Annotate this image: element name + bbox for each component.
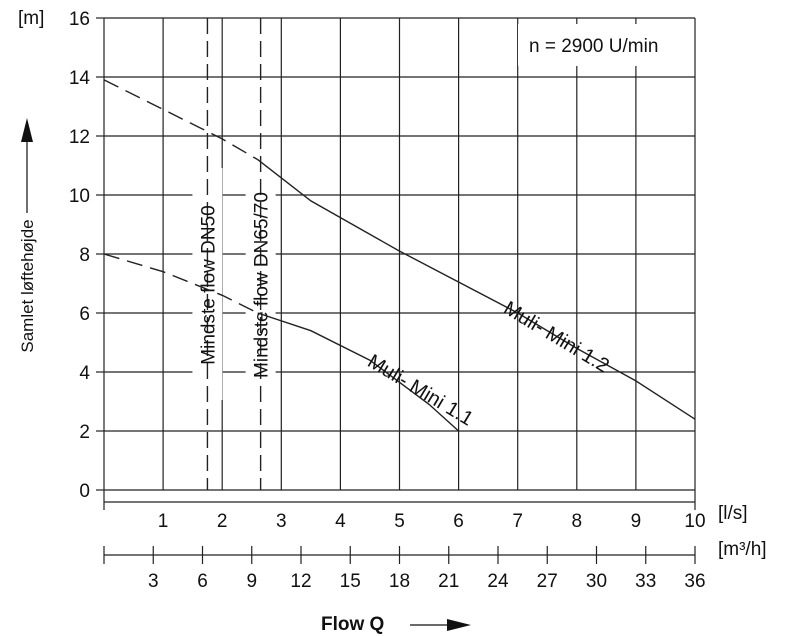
x-tick-label-m3h: 30 — [586, 571, 607, 592]
curve-dashed-section — [103, 79, 259, 161]
x-tick-label-m3h: 9 — [246, 571, 257, 592]
curve-line — [257, 159, 696, 420]
y-tick-label: 12 — [69, 127, 90, 148]
y-axis-arrow-icon — [21, 118, 33, 142]
x-tick-label-m3h: 18 — [389, 571, 410, 592]
y-tick-label: 8 — [79, 245, 90, 266]
y-tick-label: 0 — [79, 481, 90, 502]
y-tick-label: 10 — [69, 186, 90, 207]
y-unit-label: [m] — [18, 8, 44, 29]
min-flow-label: Mindste flow DN50 — [198, 205, 219, 364]
speed-note-box — [518, 24, 694, 66]
min-flow-label: Mindste flow DN65/70 — [252, 192, 273, 378]
x-tick-label-ls: 6 — [453, 511, 464, 532]
x-tick-label-m3h: 24 — [487, 571, 509, 592]
x-tick-label-ls: 3 — [276, 511, 287, 532]
speed-note: n = 2900 U/min — [529, 36, 658, 57]
curve-dashed-section — [103, 253, 259, 314]
x-tick-label-ls: 5 — [394, 511, 405, 532]
x-tick-label-m3h: 27 — [537, 571, 558, 592]
x-tick-label-m3h: 36 — [684, 571, 705, 592]
x-unit-primary: [l/s] — [718, 503, 748, 524]
x-tick-label-ls: 2 — [217, 511, 228, 532]
y-axis-title: Samlet løftehøjde — [18, 219, 37, 352]
y-tick-label: 6 — [79, 304, 90, 325]
x-axis-title: Flow Q — [321, 614, 384, 635]
x-tick-label-ls: 4 — [335, 511, 346, 532]
x-tick-label-m3h: 15 — [340, 571, 361, 592]
min-flow-markers: Mindste flow DN50 Mindste flow DN65/70 — [192, 18, 276, 490]
y-tick-label: 4 — [79, 363, 90, 384]
y-tick-label: 16 — [69, 9, 90, 30]
x-tick-label-ls: 8 — [572, 511, 583, 532]
x-axis-arrow-icon — [447, 619, 471, 631]
x-tick-label-ls: 9 — [631, 511, 642, 532]
y-tick-label: 14 — [69, 68, 91, 89]
x-tick-label-m3h: 33 — [635, 571, 656, 592]
curve-line — [257, 312, 460, 432]
x-tick-label-ls: 7 — [512, 511, 523, 532]
x-unit-secondary: [m³/h] — [718, 539, 767, 560]
x-tick-label-m3h: 6 — [197, 571, 208, 592]
y-tick-label: 2 — [79, 422, 90, 443]
x-tick-label-ls: 10 — [684, 511, 705, 532]
x-tick-label-m3h: 12 — [290, 571, 311, 592]
x-tick-label-m3h: 3 — [148, 571, 159, 592]
x-tick-label-ls: 1 — [158, 511, 169, 532]
x-tick-label-m3h: 21 — [438, 571, 459, 592]
